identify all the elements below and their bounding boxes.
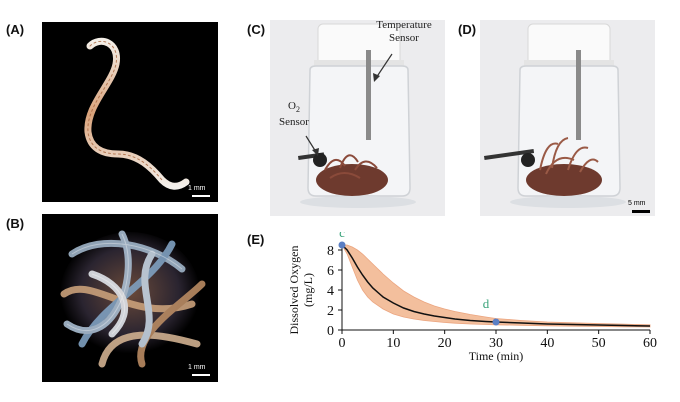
scale-label-a: 1 mm [188,185,206,192]
y-tick-label: 6 [327,264,334,279]
y-axis-label-line2: (mg/L) [301,273,315,307]
x-tick-label: 40 [540,336,554,351]
panel-label-d: (D) [458,22,477,37]
photo-single-worm: 1 mm [42,22,218,202]
scale-bar-a [192,195,210,197]
scale-bar-b [192,374,210,376]
o2-subscript: 2 [295,105,300,115]
photo-jar-worms-extended: 5 mm [480,20,655,216]
y-tick-label: 8 [327,244,334,259]
x-tick-label: 60 [643,336,657,351]
mean-line [341,244,651,327]
y-tick-label: 0 [327,324,334,339]
annotation-label: c [339,232,345,240]
x-tick-label: 30 [489,336,503,351]
annotation-label: d [483,296,490,311]
x-axis-label: Time (min) [469,349,524,363]
temperature-sensor-annotation: Temperature Sensor [376,20,432,44]
o2-sensor-annotation: O2 Sensor [272,100,316,129]
panel-label-a: (A) [6,22,25,37]
dissolved-oxygen-chart: 0 10 20 30 40 50 60 0 2 4 6 8 Time (min) Dissolved Ox… [287,232,657,363]
panel-label-e: (E) [247,232,265,247]
annotation-marker [338,241,346,249]
y-axis-label-line1: Dissolved Oxygen [287,246,301,335]
x-tick-label: 10 [386,336,400,351]
y-tick-label: 2 [327,304,334,319]
scale-label-d: 5 mm [628,200,646,207]
scale-bar-d [632,210,650,213]
panel-label-b: (B) [6,216,25,231]
single-worm-illustration [84,38,190,190]
confidence-band [341,244,651,328]
o2-symbol: O [288,100,296,112]
photo-worm-clump: 1 mm [42,214,218,382]
o2-sensor-word: Sensor [279,116,309,129]
annotation-marker [492,318,500,326]
sensor-arrows [305,53,393,156]
x-tick-label: 50 [592,336,606,351]
jar-illustration-c [297,23,416,208]
y-tick-label: 4 [327,284,334,299]
x-tick-label: 20 [438,336,452,351]
panel-label-c: (C) [247,22,266,37]
scale-label-b: 1 mm [188,364,206,371]
x-tick-label: 0 [339,336,346,351]
worm-clump-illustration [60,230,206,368]
jar-illustration-d [484,23,626,208]
photo-jar-with-sensors: Temperature Sensor O2 Sensor [270,20,445,216]
